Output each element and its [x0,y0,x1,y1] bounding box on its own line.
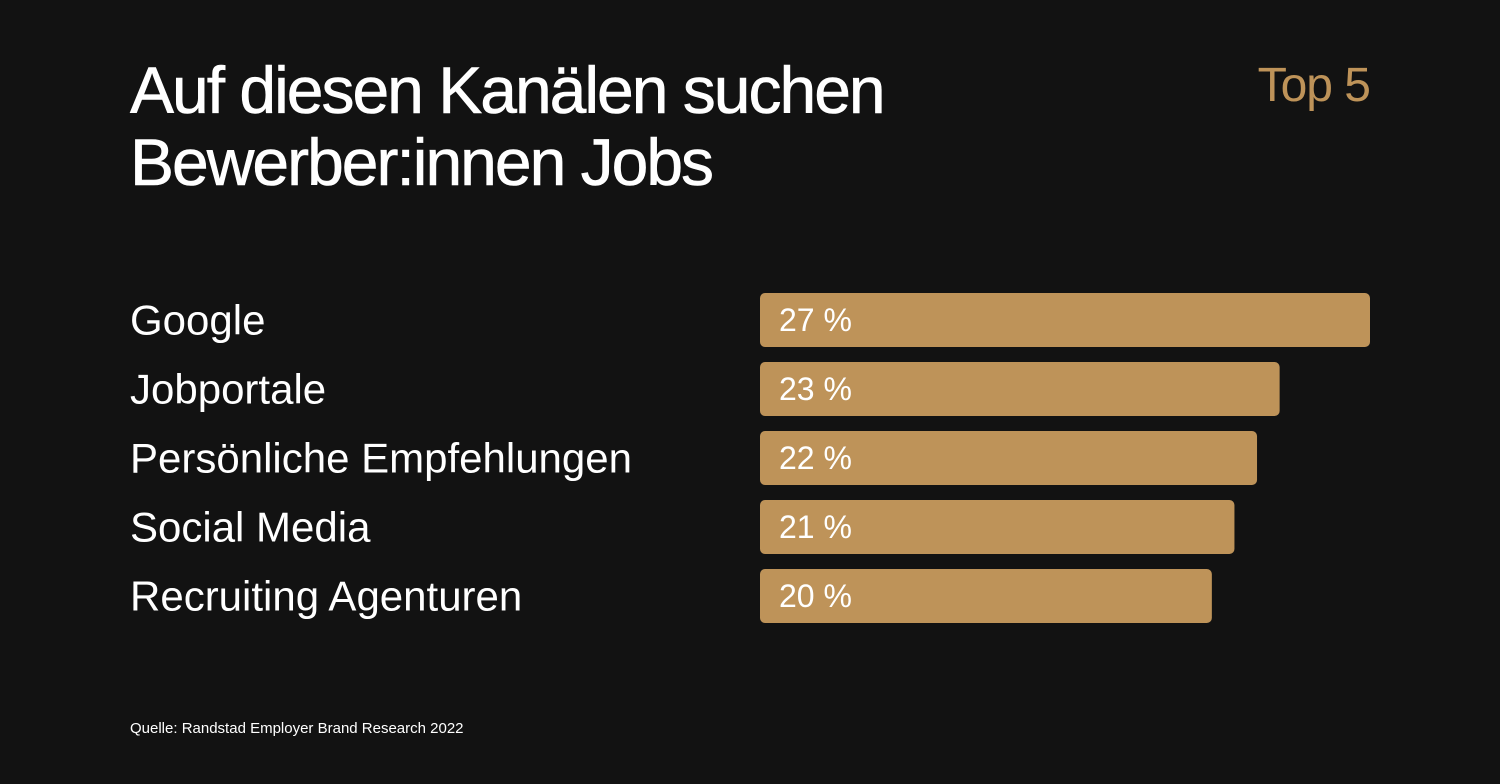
value-label: 22 % [779,440,852,476]
bar [760,431,1258,485]
category-label: Recruiting Agenturen [130,573,522,620]
value-label: 20 % [779,578,852,614]
chart-title-line-1: Auf diesen Kanälen suchen [130,53,886,127]
bar [760,569,1212,623]
value-label: 27 % [779,302,852,338]
bar [760,293,1370,347]
value-label: 21 % [779,509,852,545]
bar [760,500,1235,554]
category-label: Jobportale [130,366,326,413]
category-label: Google [130,297,265,344]
value-label: 23 % [779,371,852,407]
source-note: Quelle: Randstad Employer Brand Research… [130,720,464,737]
category-label: Social Media [130,504,371,551]
top-5-badge: Top 5 [1257,59,1371,112]
bar [760,362,1280,416]
category-label: Persönliche Empfehlungen [130,435,632,482]
chart-title-line-2: Bewerber:innen Jobs [130,125,715,199]
chart-title: Auf diesen Kanälen suchen Bewerber:innen… [130,53,1130,199]
